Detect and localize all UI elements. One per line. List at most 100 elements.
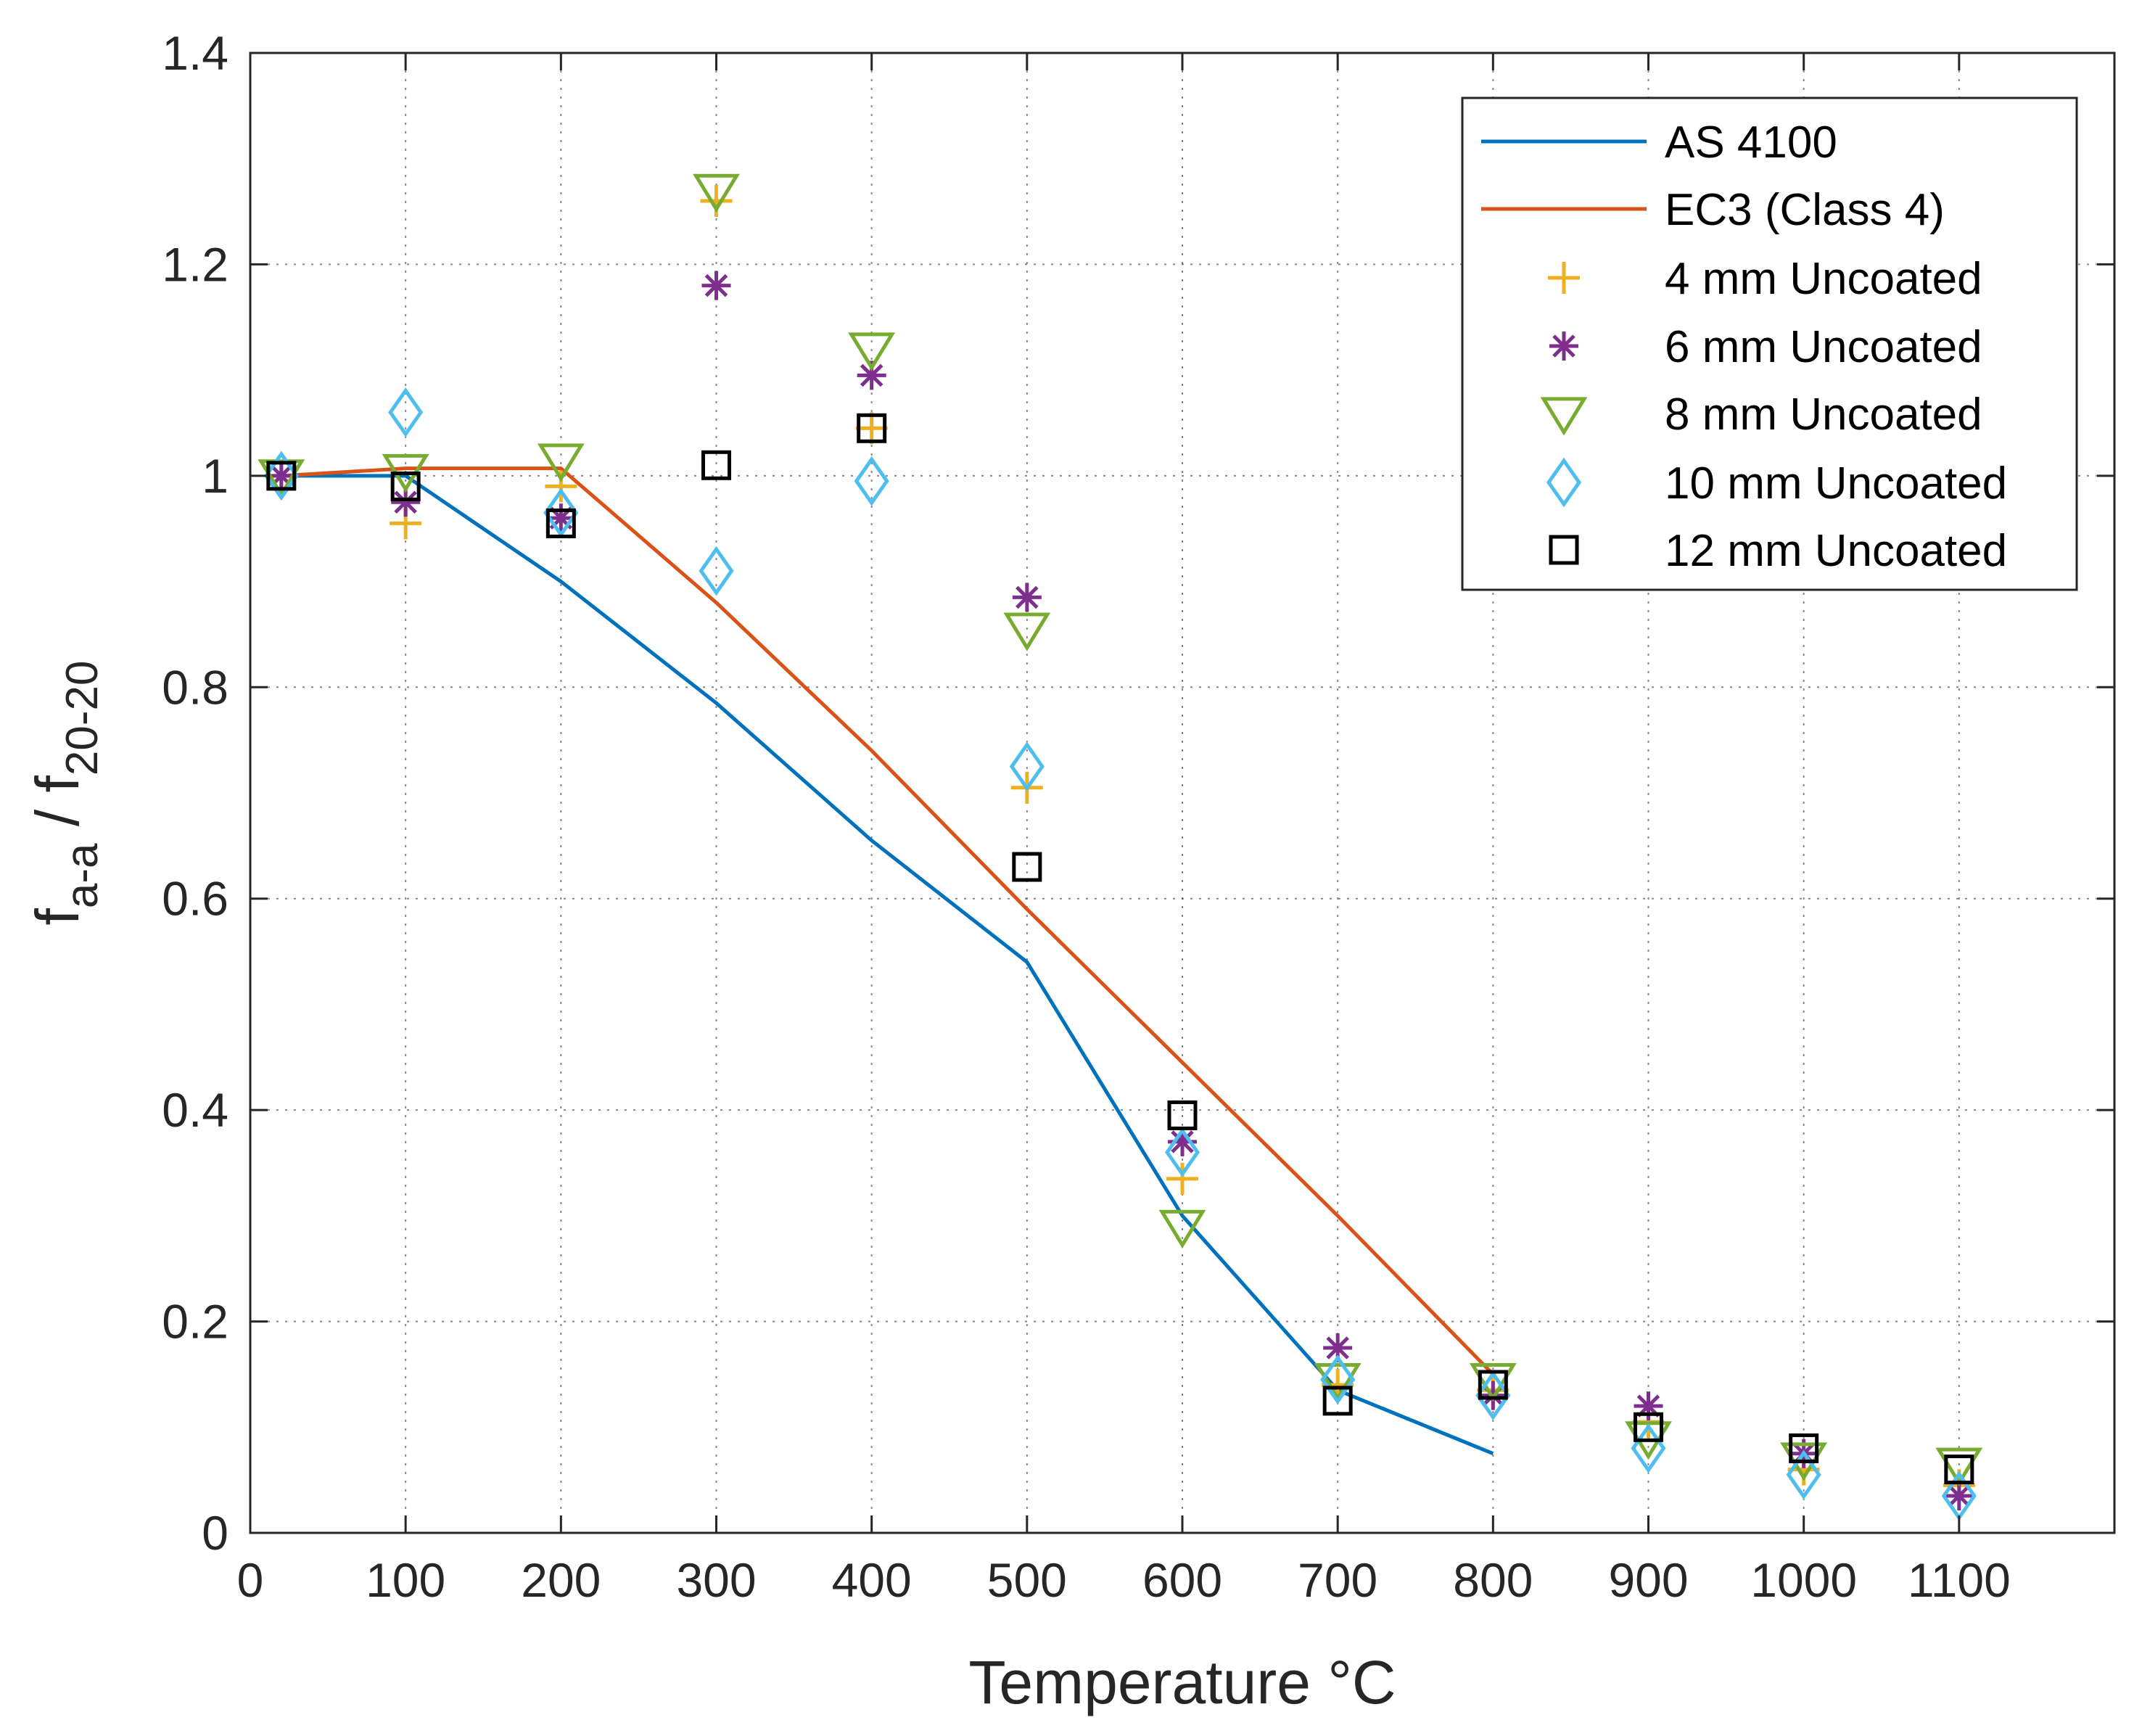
marker-series-5 — [1012, 852, 1042, 882]
marker-series-2-shape — [1012, 583, 1042, 612]
marker-series-4-shape — [1320, 1354, 1356, 1405]
marker-series-4-shape — [1164, 1127, 1200, 1177]
legend-marker-1-shape — [1548, 262, 1580, 294]
marker-series-3 — [1935, 1447, 1983, 1486]
marker-series-4 — [699, 546, 734, 596]
marker-series-3 — [848, 332, 896, 371]
marker-series-5 — [266, 461, 297, 491]
marker-series-4-shape — [699, 546, 734, 596]
y-axis-title-sub1: a-a — [57, 843, 107, 908]
marker-series-1-shape — [855, 412, 888, 445]
marker-series-4-shape — [388, 387, 424, 437]
x-tick-label: 400 — [832, 1553, 912, 1607]
marker-series-2-shape — [857, 361, 886, 390]
legend-items: AS 4100 EC3 (Class 4) 4 mm Uncoated 6 mm Un… — [1481, 118, 2007, 576]
x-tick-label: 900 — [1608, 1553, 1688, 1607]
legend: AS 4100 EC3 (Class 4) 4 mm Uncoated 6 mm Un… — [1461, 96, 2078, 591]
marker-series-2-shape — [701, 271, 731, 300]
legend-marker-3-shape — [1540, 397, 1588, 436]
marker-series-4 — [1164, 1127, 1200, 1177]
x-tick-label: 100 — [366, 1553, 445, 1607]
legend-label: 6 mm Uncoated — [1665, 322, 1982, 372]
marker-series-1-shape — [1166, 1162, 1198, 1195]
x-tick-label: 0 — [237, 1553, 264, 1607]
marker-series-5-shape — [1012, 852, 1042, 882]
x-tick-label: 300 — [676, 1553, 756, 1607]
marker-series-4 — [263, 451, 299, 501]
y-axis-title-mid: / f — [23, 775, 91, 843]
marker-series-2 — [546, 503, 576, 533]
y-tick-labels: 0 0.2 0.4 0.6 0.8 1 1.2 1.4 — [162, 26, 228, 1560]
marker-series-2-shape — [1168, 1127, 1197, 1156]
marker-series-5-shape — [545, 508, 576, 538]
marker-series-5 — [1322, 1386, 1353, 1416]
y-tick-label: 1.2 — [162, 237, 228, 291]
marker-series-3 — [1158, 1209, 1206, 1248]
marker-series-3-shape — [848, 332, 896, 371]
marker-series-3-shape — [1314, 1363, 1362, 1402]
x-tick-label: 800 — [1453, 1553, 1533, 1607]
marker-series-3-shape — [1935, 1447, 1983, 1486]
marker-series-5 — [545, 508, 576, 538]
marker-series-5-shape — [1478, 1370, 1508, 1400]
marker-series-2 — [391, 488, 421, 517]
marker-series-2 — [1323, 1333, 1353, 1362]
marker-series-3 — [537, 443, 585, 482]
marker-series-4 — [543, 488, 579, 538]
marker-series-5 — [857, 413, 887, 443]
x-tick-label: 700 — [1298, 1553, 1377, 1607]
y-tick-label: 0.6 — [162, 872, 228, 926]
line-series-2 — [281, 466, 1495, 1376]
marker-series-5-shape — [1634, 1412, 1663, 1442]
y-tick-label: 0 — [202, 1506, 228, 1560]
marker-series-3 — [1003, 612, 1051, 651]
marker-series-2-shape — [1323, 1333, 1353, 1362]
marker-series-4 — [1475, 1370, 1511, 1420]
x-tick-label: 600 — [1142, 1553, 1222, 1607]
legend-label: 4 mm Uncoated — [1665, 254, 1982, 304]
marker-series-5-shape — [390, 471, 421, 501]
marker-series-4-shape — [854, 456, 889, 506]
x-tick-label: 1100 — [1908, 1553, 2011, 1607]
marker-series-5 — [1634, 1412, 1663, 1442]
marker-series-2-shape — [266, 461, 296, 490]
y-axis-title-sub2: 20-20 — [57, 661, 107, 776]
marker-series-4-shape — [1009, 741, 1045, 791]
marker-series-3-shape — [693, 173, 740, 213]
marker-series-5 — [701, 450, 731, 480]
legend-label: AS 4100 — [1665, 118, 1837, 168]
y-tick-label: 0.4 — [162, 1083, 228, 1137]
marker-series-3 — [1469, 1363, 1517, 1402]
marker-series-2-shape — [546, 503, 576, 533]
marker-series-5 — [390, 471, 421, 501]
legend-marker-1 — [1548, 262, 1580, 294]
legend-marker-4-shape — [1546, 457, 1582, 508]
marker-series-5-shape — [1789, 1433, 1819, 1463]
marker-series-2 — [701, 271, 731, 300]
legend-marker-2-shape — [1549, 332, 1578, 361]
marker-series-4-shape — [543, 488, 579, 538]
marker-series-4-shape — [1786, 1449, 1821, 1500]
marker-series-2-shape — [1944, 1481, 1974, 1510]
x-axis-title: Temperature °C — [968, 1648, 1396, 1716]
marker-series-4-shape — [1475, 1370, 1511, 1420]
marker-series-3-shape — [1003, 612, 1051, 651]
marker-series-2-shape — [391, 488, 421, 517]
x-tick-label: 200 — [521, 1553, 601, 1607]
marker-series-4 — [1320, 1354, 1356, 1405]
marker-series-3-shape — [537, 443, 585, 482]
marker-series-2 — [1634, 1391, 1663, 1421]
marker-series-1 — [855, 412, 888, 445]
marker-series-1 — [1166, 1162, 1198, 1195]
marker-series-4 — [1786, 1449, 1821, 1500]
legend-label: 10 mm Uncoated — [1665, 458, 2007, 509]
marker-series-2-shape — [1634, 1391, 1663, 1421]
x-tick-label: 1000 — [1750, 1553, 1857, 1607]
line-series-1 — [281, 474, 1494, 1456]
y-axis-title: fa-a / f20-20 — [23, 661, 107, 926]
marker-series-5-shape — [857, 413, 887, 443]
marker-series-4 — [1009, 741, 1045, 791]
marker-series-5 — [1789, 1433, 1819, 1463]
marker-series-5-shape — [701, 450, 731, 480]
